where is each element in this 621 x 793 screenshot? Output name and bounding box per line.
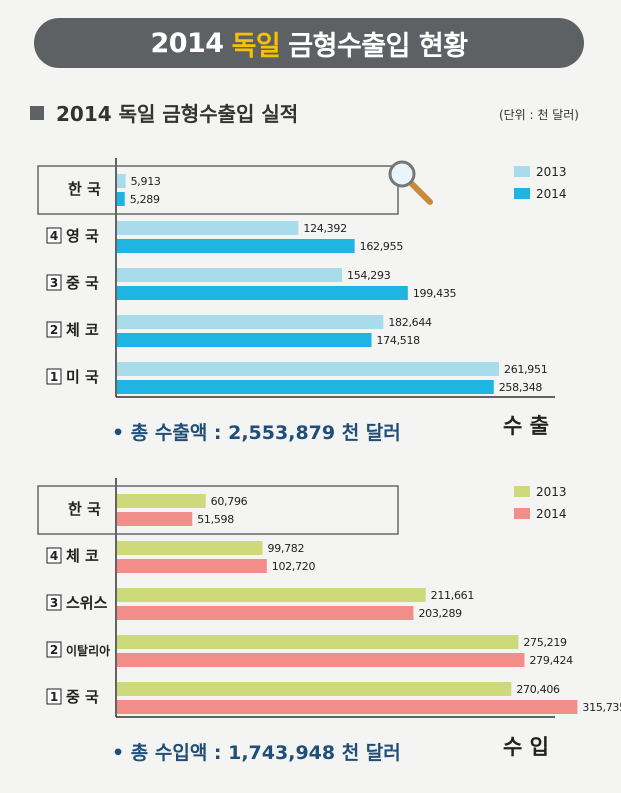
- import-bar-2013: [117, 494, 206, 508]
- export-rank-badge: 4: [46, 227, 62, 244]
- export-highlight-box: [37, 165, 399, 215]
- section-title-text: 2014 독일 금형수출입 실적: [56, 102, 299, 126]
- import-rank-badge: 4: [46, 547, 62, 564]
- import-corner-label: 수 입: [503, 735, 549, 759]
- import-category-label: 스위스: [66, 594, 108, 612]
- export-rank-badge: 1: [46, 368, 62, 385]
- export-total: • 총 수출액 : 2,553,879 천 달러: [112, 422, 401, 444]
- magnifier-icon: [388, 160, 433, 205]
- import-data-label: 270,406: [516, 683, 560, 696]
- import-bar-2014: [117, 653, 525, 667]
- import-bar-2013: [117, 635, 519, 649]
- import-rank-badge: 3: [46, 594, 62, 611]
- export-bar-2013: [117, 174, 126, 188]
- export-data-label: 162,955: [360, 240, 404, 253]
- import-rank-badge: 2: [46, 641, 62, 658]
- page-banner: 2014 독일 금형수출입 현황: [34, 18, 584, 68]
- export-data-label: 258,348: [499, 381, 543, 394]
- export-category-label: 영 국: [66, 227, 99, 245]
- import-legend-label: 2014: [536, 507, 567, 521]
- import-legend-swatch: [514, 486, 530, 497]
- import-rank-badge: 1: [46, 688, 62, 705]
- export-rank-badge: 3: [46, 274, 62, 291]
- svg-text:1: 1: [50, 370, 58, 384]
- banner-title: 금형수출입 현황: [288, 30, 468, 62]
- import-data-label: 60,796: [211, 495, 248, 508]
- import-category-label: 중 국: [66, 688, 99, 706]
- import-highlight-box: [37, 485, 399, 535]
- import-data-label: 315,735: [582, 701, 621, 714]
- export-data-label: 5,913: [131, 175, 161, 188]
- import-bar-2014: [117, 700, 578, 714]
- export-data-label: 261,951: [504, 363, 547, 376]
- export-chart: 한 국 5,913 5,289 4 영 국 124,392 162,955 3 중 국 154,2…: [37, 158, 567, 398]
- export-data-label: 174,518: [376, 334, 420, 347]
- import-total: • 총 수입액 : 1,743,948 천 달러: [112, 742, 401, 764]
- export-bar-2014: [117, 333, 372, 347]
- import-chart: 한 국 60,796 51,598 4 체 코 99,782 102,720 3 스위스 211,…: [37, 478, 621, 718]
- export-bar-2014: [117, 380, 494, 394]
- import-category-label: 한 국: [68, 500, 101, 518]
- import-data-label: 51,598: [197, 513, 234, 526]
- import-bar-2014: [117, 606, 414, 620]
- export-legend-label: 2014: [536, 187, 567, 201]
- import-data-label: 203,289: [418, 607, 462, 620]
- export-corner-label: 수 출: [503, 414, 549, 438]
- banner-highlight: 독일: [231, 30, 281, 62]
- svg-text:4: 4: [50, 549, 58, 563]
- export-legend-swatch: [514, 166, 530, 177]
- export-data-label: 124,392: [303, 222, 346, 235]
- svg-text:3: 3: [50, 276, 58, 290]
- import-data-label: 279,424: [529, 654, 573, 667]
- import-data-label: 211,661: [431, 589, 474, 602]
- export-category-label: 한 국: [68, 180, 101, 198]
- import-bar-2013: [117, 588, 426, 602]
- import-bar-2014: [117, 559, 267, 573]
- section-title: 2014 독일 금형수출입 실적: [30, 98, 298, 127]
- export-data-label: 154,293: [347, 269, 391, 282]
- svg-text:1: 1: [50, 690, 58, 704]
- export-bar-2013: [117, 221, 299, 235]
- import-data-label: 275,219: [523, 636, 567, 649]
- import-category-label: 체 코: [66, 547, 99, 565]
- export-bar-2013: [117, 362, 499, 376]
- import-bar-2013: [117, 682, 512, 696]
- svg-text:2: 2: [50, 323, 58, 337]
- export-category-label: 체 코: [66, 321, 99, 339]
- export-data-label: 182,644: [388, 316, 432, 329]
- export-data-label: 5,289: [130, 193, 160, 206]
- export-data-label: 199,435: [413, 287, 457, 300]
- import-legend-swatch: [514, 508, 530, 519]
- export-bar-2013: [117, 315, 384, 329]
- svg-text:3: 3: [50, 596, 58, 610]
- import-data-label: 99,782: [268, 542, 305, 555]
- bullet-square-icon: [30, 105, 44, 120]
- import-bar-2013: [117, 541, 263, 555]
- export-legend-swatch: [514, 188, 530, 199]
- unit-label: (단위 : 천 달러): [498, 108, 579, 122]
- export-bar-2014: [117, 192, 125, 206]
- banner-year: 2014: [150, 27, 224, 59]
- import-category-label: 이탈리아: [66, 643, 110, 658]
- svg-text:4: 4: [50, 229, 58, 243]
- svg-text:2: 2: [50, 643, 58, 657]
- export-legend-label: 2013: [536, 165, 567, 179]
- export-bar-2014: [117, 286, 408, 300]
- import-bar-2014: [117, 512, 193, 526]
- export-category-label: 미 국: [66, 368, 99, 386]
- export-rank-badge: 2: [46, 321, 62, 338]
- export-bar-2014: [117, 239, 355, 253]
- export-category-label: 중 국: [66, 274, 99, 292]
- import-legend-label: 2013: [536, 485, 567, 499]
- import-data-label: 102,720: [272, 560, 316, 573]
- export-bar-2013: [117, 268, 343, 282]
